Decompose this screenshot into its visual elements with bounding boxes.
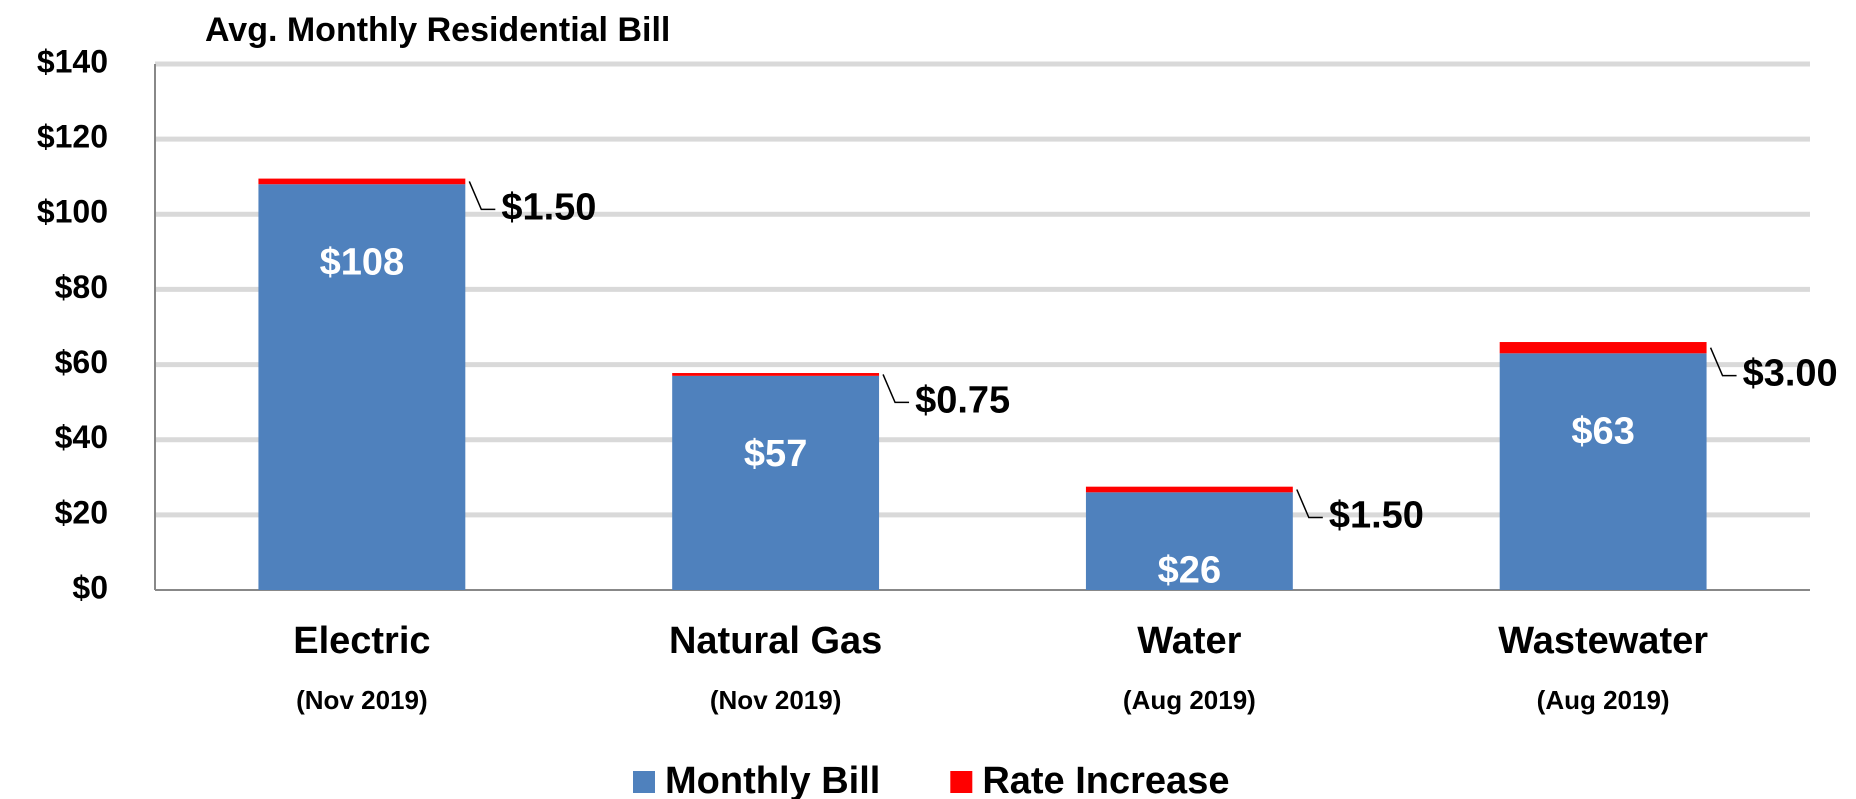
y-tick-label: $140 (37, 43, 108, 79)
bar-label: $57 (744, 433, 807, 475)
bar-segment (672, 375, 880, 590)
x-tick-label: Electric (293, 620, 430, 662)
legend-label: Rate Increase (982, 760, 1229, 799)
increase-label: $3.00 (1743, 353, 1838, 395)
legend-swatch (633, 771, 655, 793)
y-tick-label: $80 (55, 269, 108, 305)
increase-label: $1.50 (1329, 495, 1424, 537)
bar-segment (258, 184, 466, 590)
increase-label: $1.50 (501, 186, 596, 228)
bar-segment (1085, 486, 1293, 493)
leader-line (468, 181, 496, 211)
x-tick-date: (Nov 2019) (710, 685, 842, 715)
x-tick-date: (Nov 2019) (296, 685, 428, 715)
leader-line (1709, 347, 1737, 377)
x-tick-date: (Aug 2019) (1123, 685, 1256, 715)
bar-segment (258, 178, 466, 185)
increase-label: $0.75 (915, 379, 1010, 421)
bar-segment (1085, 492, 1293, 590)
bar-segment (1499, 342, 1707, 354)
bar-label: $108 (320, 241, 405, 283)
x-tick-label: Wastewater (1498, 620, 1708, 662)
leader-line (882, 374, 910, 404)
y-tick-label: $60 (55, 344, 108, 380)
y-tick-label: $20 (55, 494, 108, 530)
y-tick-label: $120 (37, 119, 108, 155)
legend-swatch (950, 771, 973, 793)
x-tick-label: Water (1137, 620, 1241, 662)
chart-title: Avg. Monthly Residential Bill (205, 11, 670, 49)
legend-label: Monthly Bill (665, 760, 880, 799)
bar-segment (1499, 353, 1707, 590)
y-tick-label: $40 (55, 419, 108, 455)
leader-line (1296, 489, 1323, 519)
x-tick-label: Natural Gas (669, 620, 882, 662)
x-tick-date: (Aug 2019) (1537, 685, 1670, 715)
y-tick-label: $0 (72, 569, 108, 605)
bar-segment (672, 373, 880, 376)
bar-label: $63 (1571, 410, 1634, 452)
y-tick-label: $100 (37, 194, 108, 230)
bar-label: $26 (1158, 549, 1221, 591)
